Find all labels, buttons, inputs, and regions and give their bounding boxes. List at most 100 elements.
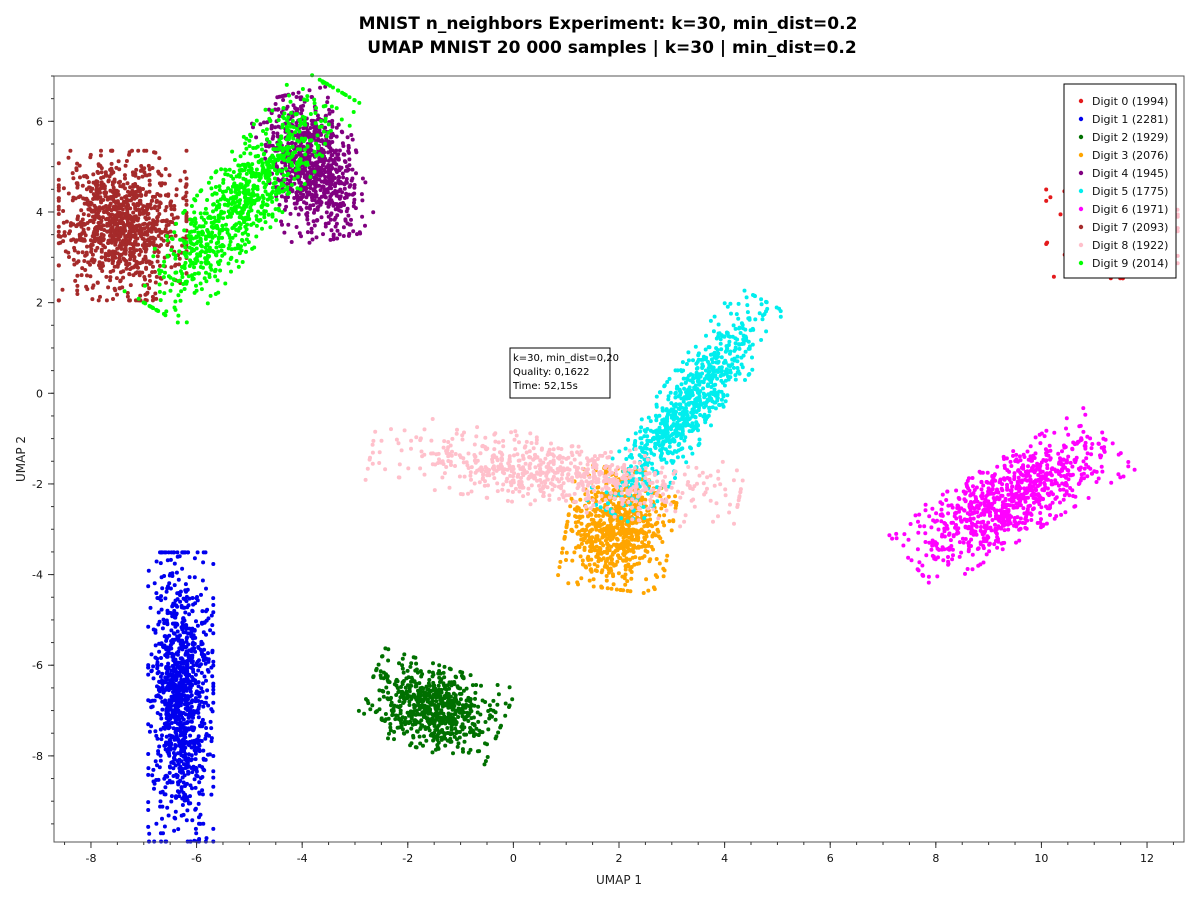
data-point xyxy=(424,691,428,696)
data-point xyxy=(656,534,661,539)
data-point xyxy=(733,326,738,331)
data-point xyxy=(715,360,720,365)
data-point xyxy=(637,561,642,566)
data-point xyxy=(200,578,205,583)
data-point xyxy=(716,351,721,356)
data-point xyxy=(713,382,718,387)
data-point xyxy=(664,407,669,412)
data-point xyxy=(306,133,311,137)
data-point xyxy=(1053,478,1058,483)
data-point xyxy=(190,770,195,775)
data-point xyxy=(170,734,175,739)
data-point xyxy=(1063,510,1068,515)
data-point xyxy=(687,396,692,401)
data-point xyxy=(557,565,562,570)
data-point xyxy=(1043,459,1048,463)
data-point xyxy=(663,423,667,428)
data-point xyxy=(963,537,968,541)
data-point xyxy=(597,524,602,529)
data-point xyxy=(201,821,206,826)
data-point xyxy=(203,550,208,555)
data-point xyxy=(314,164,319,169)
data-point xyxy=(716,322,721,327)
data-point xyxy=(617,522,622,527)
data-point xyxy=(176,689,181,694)
data-point xyxy=(157,679,162,684)
data-point xyxy=(641,519,646,524)
data-point xyxy=(690,393,695,397)
data-point xyxy=(692,385,697,390)
data-point xyxy=(185,673,190,678)
data-point xyxy=(433,706,438,711)
data-point xyxy=(180,657,185,662)
data-point xyxy=(450,731,455,736)
data-point xyxy=(644,577,649,582)
data-point xyxy=(669,528,674,533)
data-point xyxy=(302,175,307,180)
data-point xyxy=(611,550,616,555)
data-point xyxy=(605,542,610,546)
data-point xyxy=(1084,456,1089,461)
data-point xyxy=(677,418,682,423)
data-point xyxy=(655,499,660,504)
data-point xyxy=(146,752,151,756)
data-point xyxy=(954,488,959,493)
data-point xyxy=(564,558,568,562)
data-point xyxy=(579,576,584,581)
data-point xyxy=(327,142,332,147)
data-point xyxy=(181,626,185,631)
data-point xyxy=(193,749,198,754)
data-point xyxy=(146,824,151,829)
data-point xyxy=(986,486,991,491)
data-point xyxy=(188,694,193,699)
data-point xyxy=(434,699,439,704)
data-point xyxy=(648,419,653,424)
data-point xyxy=(1081,406,1086,411)
data-point xyxy=(401,679,406,683)
data-point xyxy=(165,701,169,706)
data-point xyxy=(1060,481,1065,486)
chart-subtitle: UMAP MNIST 20 000 samples | k=30 | min_d… xyxy=(367,38,856,58)
data-point xyxy=(174,678,178,683)
data-point xyxy=(199,662,203,667)
data-point xyxy=(171,621,176,626)
data-point xyxy=(181,697,186,702)
data-point xyxy=(998,478,1003,483)
data-point xyxy=(595,535,600,540)
data-point xyxy=(386,736,390,741)
data-point xyxy=(624,539,629,543)
data-point xyxy=(341,152,346,157)
data-point xyxy=(176,577,181,582)
data-point xyxy=(309,226,314,231)
data-point xyxy=(560,546,565,551)
data-point xyxy=(181,661,186,666)
data-point xyxy=(192,556,197,561)
data-point xyxy=(735,337,740,342)
data-point xyxy=(306,221,311,226)
data-point xyxy=(712,355,717,360)
data-point xyxy=(641,529,646,534)
data-point xyxy=(169,721,174,725)
data-point xyxy=(158,561,163,566)
data-point xyxy=(712,387,717,392)
data-point xyxy=(753,317,758,322)
data-point xyxy=(189,766,194,770)
data-point xyxy=(473,696,477,701)
data-point xyxy=(336,157,341,162)
data-point xyxy=(935,574,940,579)
data-point xyxy=(615,559,620,564)
data-point xyxy=(667,519,672,524)
data-point xyxy=(200,765,205,770)
data-point xyxy=(599,551,604,556)
data-point xyxy=(580,558,585,563)
data-point xyxy=(597,513,601,518)
data-point xyxy=(618,588,623,592)
data-point xyxy=(759,338,764,342)
data-point xyxy=(1042,434,1047,439)
data-point xyxy=(185,798,190,803)
data-point xyxy=(592,548,597,553)
data-point xyxy=(443,717,448,721)
data-point xyxy=(387,731,391,736)
data-point xyxy=(413,718,418,723)
data-point xyxy=(159,716,164,721)
